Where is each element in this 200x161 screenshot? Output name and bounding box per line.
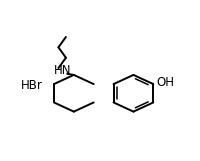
Text: HBr: HBr	[21, 79, 42, 92]
Text: OH: OH	[156, 76, 173, 89]
Text: HN: HN	[54, 64, 71, 77]
